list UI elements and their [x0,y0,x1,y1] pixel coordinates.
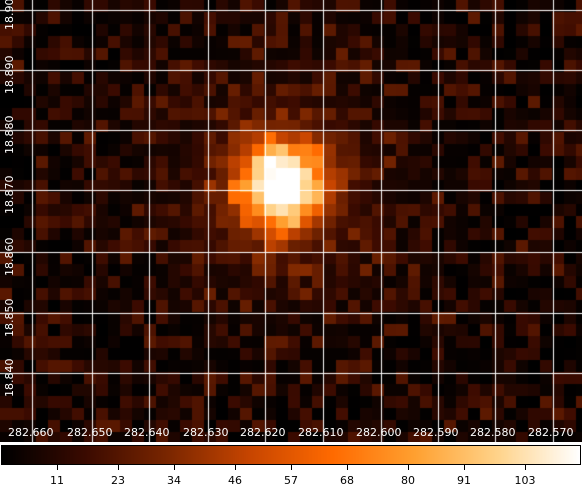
dec-tick-label: 18.90 [3,0,16,30]
dec-tick-label: 18.850 [3,298,16,338]
sky-image[interactable] [0,0,582,442]
ra-tick-label: 282.580 [470,426,516,439]
colorbar-tick-mark [346,465,348,470]
ra-tick-label: 282.600 [356,426,402,439]
dec-tick-label: 18.860 [3,237,16,277]
colorbar: 11 23 34 46 57 68 80 91 103 [0,444,582,490]
ra-tick-label: 282.620 [240,426,286,439]
ra-tick-label: 282.570 [528,426,574,439]
colorbar-tick-mark [463,465,465,470]
ra-tick-label: 282.630 [183,426,229,439]
colorbar-tick-mark [56,465,58,470]
ra-tick-label: 282.610 [298,426,344,439]
colorbar-tick-label: 57 [284,474,298,487]
colorbar-tick-mark [291,465,292,470]
dec-tick-label: 18.870 [3,175,16,215]
ra-tick-label: 282.660 [8,426,54,439]
dec-tick-label: 18.890 [3,55,16,95]
ra-tick-label: 282.590 [413,426,459,439]
colorbar-tick-label: 34 [166,474,181,487]
colorbar-tick-mark [235,465,237,470]
colorbar-tick-mark [173,465,175,470]
colorbar-gradient [1,445,581,465]
colorbar-tick-label: 11 [49,474,64,487]
dec-tick-label: 18.840 [3,358,16,398]
ra-tick-label: 282.640 [124,426,170,439]
colorbar-tick-label: 91 [456,474,471,487]
colorbar-tick-mark [525,465,527,470]
colorbar-tick-label: 68 [339,474,354,487]
colorbar-tick-label: 23 [111,474,126,487]
ra-tick-label: 282.650 [67,426,113,439]
colorbar-tick-label: 103 [514,474,536,487]
colorbar-tick-mark [408,465,410,470]
colorbar-tick-label: 46 [228,474,243,487]
colorbar-tick-label: 80 [401,474,416,487]
dec-tick-label: 18.880 [3,115,16,155]
colorbar-tick-mark [118,465,120,470]
